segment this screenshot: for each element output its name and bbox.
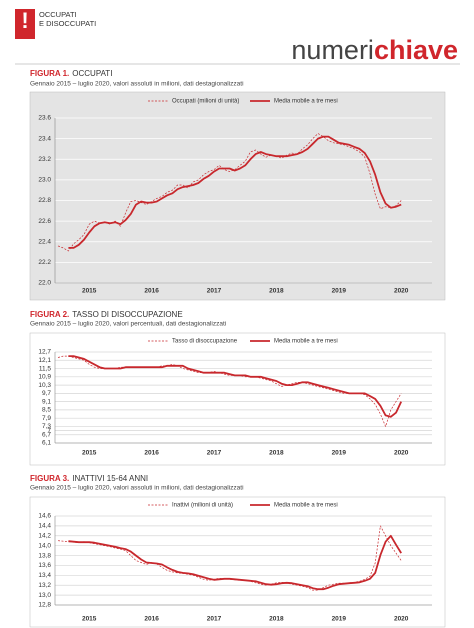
y-tick-label: 22.4 (38, 238, 51, 245)
figure-title: FIGURA 2. TASSO DI DISOCCUPAZIONE (30, 310, 183, 319)
figure-name: INATTIVI 15-64 ANNI (72, 474, 148, 483)
legend-label: Media mobile a tre mesi (274, 99, 338, 105)
chart-frame (29, 332, 446, 466)
y-tick-label: 13,4 (38, 572, 51, 579)
x-tick-label: 2015 (82, 288, 97, 295)
y-tick-label: 22.2 (38, 259, 51, 266)
y-tick-label: 12,1 (38, 357, 51, 364)
figure-title: FIGURA 3. INATTIVI 15-64 ANNI (30, 474, 148, 483)
legend-label: Inattivi (milioni di unità) (172, 503, 233, 509)
y-tick-label: 11,5 (39, 365, 52, 372)
y-tick-label: 22.0 (38, 280, 51, 287)
y-tick-label: 14,6 (38, 513, 51, 520)
y-tick-label: 23.4 (38, 135, 51, 142)
figure-name: OCCUPATI (72, 69, 112, 78)
x-tick-label: 2020 (394, 288, 409, 295)
y-tick-label: 10,9 (38, 374, 51, 381)
y-tick-label: 23.2 (38, 156, 51, 163)
x-tick-label: 2017 (207, 288, 222, 295)
y-tick-label: 10,3 (38, 382, 51, 389)
x-tick-label: 2016 (144, 288, 159, 295)
y-tick-label: 13,6 (38, 562, 51, 569)
y-tick-label: 12,7 (38, 349, 51, 356)
y-tick-label: 13,8 (38, 552, 51, 559)
legend-label: Occupati (milioni di unità) (172, 99, 239, 105)
brand-part: chiave (374, 35, 458, 65)
y-tick-label: 14,2 (38, 532, 51, 539)
y-tick-label: 6,1 (42, 440, 51, 447)
y-tick-label: 13,0 (38, 592, 51, 599)
logo-text: E DISOCCUPATI (39, 19, 96, 28)
legend-label: Tasso di disoccupazione (172, 339, 238, 345)
x-tick-label: 2018 (269, 288, 284, 295)
series-line (68, 135, 402, 249)
series-line (68, 355, 403, 418)
x-tick-label: 2015 (82, 616, 97, 623)
y-tick-label: 9,7 (42, 390, 51, 397)
x-tick-label: 2016 (144, 616, 159, 623)
y-tick-label: 8,5 (42, 407, 51, 414)
logo-mark: ! (21, 8, 28, 33)
x-tick-label: 2018 (269, 450, 284, 457)
series-line (68, 534, 402, 591)
series-line (57, 133, 402, 252)
y-tick-label: 9,1 (42, 398, 51, 405)
x-tick-label: 2018 (269, 616, 284, 623)
y-tick-label: 7,9 (42, 415, 51, 422)
x-tick-label: 2017 (207, 450, 222, 457)
x-tick-label: 2019 (332, 450, 347, 457)
brand: numerichiave (291, 35, 458, 65)
figure-subtitle: Gennaio 2015 – luglio 2020, valori assol… (30, 81, 244, 88)
logo (15, 9, 35, 39)
x-tick-label: 2019 (332, 288, 347, 295)
figure-subtitle: Gennaio 2015 – luglio 2020, valori assol… (30, 485, 244, 492)
y-tick-label: 6,7 (42, 431, 51, 438)
y-tick-label: 7 (47, 427, 51, 434)
logo-text: OCCUPATI (39, 10, 77, 19)
chart-frame (29, 91, 446, 301)
chart-frame (29, 496, 446, 628)
x-tick-label: 2015 (82, 450, 97, 457)
figure-label: FIGURA 3. (30, 474, 69, 483)
y-tick-label: 22.6 (38, 218, 51, 225)
y-tick-label: 7,3 (42, 423, 51, 430)
x-tick-label: 2019 (332, 616, 347, 623)
y-tick-label: 14,4 (38, 523, 51, 530)
x-tick-label: 2020 (394, 616, 409, 623)
figure-label: FIGURA 1. (30, 69, 69, 78)
y-tick-label: 22.8 (38, 197, 51, 204)
legend-label: Media mobile a tre mesi (274, 339, 338, 345)
y-tick-label: 14,0 (38, 542, 51, 549)
y-tick-label: 23.6 (38, 115, 51, 122)
y-tick-label: 13,2 (38, 582, 51, 589)
y-tick-label: 23.0 (38, 177, 51, 184)
x-tick-label: 2016 (144, 450, 159, 457)
figure-name: TASSO DI DISOCCUPAZIONE (72, 310, 182, 319)
figure-title: FIGURA 1. OCCUPATI (30, 69, 112, 78)
y-tick-label: 12,8 (38, 602, 51, 609)
legend-label: Media mobile a tre mesi (274, 503, 338, 509)
figure-label: FIGURA 2. (30, 310, 69, 319)
x-tick-label: 2017 (207, 616, 222, 623)
x-tick-label: 2020 (394, 450, 409, 457)
figure-subtitle: Gennaio 2015 – luglio 2020, valori perce… (30, 321, 226, 328)
brand-part: numeri (291, 35, 374, 65)
